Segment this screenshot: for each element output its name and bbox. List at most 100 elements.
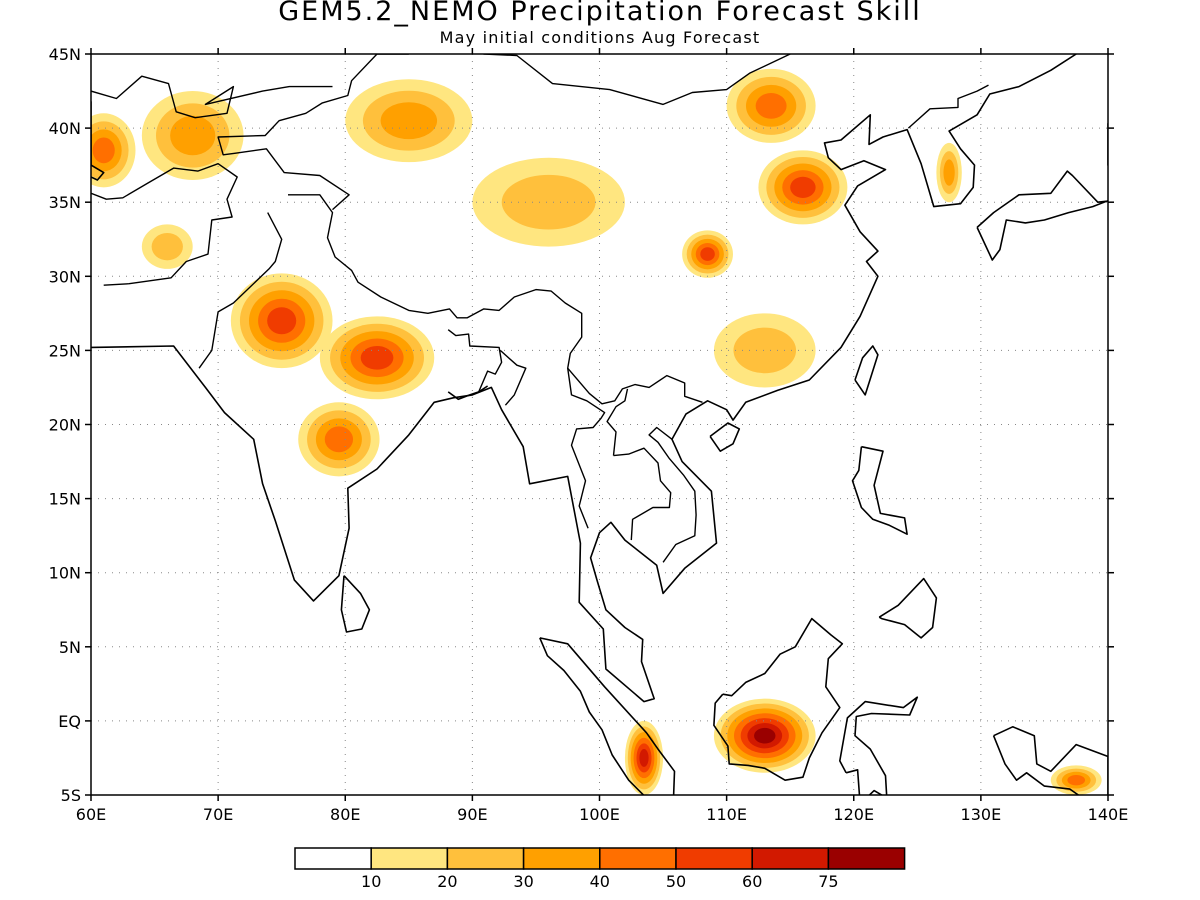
colorbar-swatch xyxy=(827,847,906,870)
lat-tick-label: 35N xyxy=(49,193,81,212)
skill-level-40 xyxy=(324,426,354,453)
country-border xyxy=(648,426,697,563)
coastline-japan-kyushu-honshu xyxy=(976,122,1108,261)
skill-level-50 xyxy=(267,307,297,335)
colorbar-label: 30 xyxy=(513,872,533,891)
skill-region-caspian xyxy=(91,113,136,188)
country-border xyxy=(907,84,989,129)
colorbar-label: 20 xyxy=(437,872,457,891)
skill-region-mongolia xyxy=(726,68,816,143)
colorbar-swatch xyxy=(751,847,830,870)
coastline-hainan xyxy=(709,422,741,453)
lat-tick-label: 10N xyxy=(49,564,81,583)
country-border xyxy=(447,329,503,393)
coastline-taiwan xyxy=(854,345,879,396)
country-border xyxy=(91,162,238,286)
colorbar-label: 50 xyxy=(666,872,686,891)
lat-tick-label: 25N xyxy=(49,341,81,360)
skill-region-korea xyxy=(936,142,962,203)
coastline-sri-lanka xyxy=(340,575,371,633)
skill-level-40 xyxy=(1067,775,1086,786)
colorbar-swatch xyxy=(370,847,449,870)
skill-level-50 xyxy=(360,345,394,370)
country-border xyxy=(217,54,409,211)
colorbar-swatch xyxy=(599,847,677,870)
lat-tick-label: 45N xyxy=(49,45,81,64)
skill-level-75 xyxy=(754,727,776,744)
lat-tick-label: 15N xyxy=(49,490,81,509)
lat-tick-label: 40N xyxy=(49,119,81,138)
coastline-india-coast xyxy=(91,54,1077,703)
skill-level-50 xyxy=(700,247,715,261)
lat-tick-label: EQ xyxy=(58,712,81,731)
skill-region-gangetic-plain xyxy=(319,316,435,400)
skill-level-30 xyxy=(380,102,438,140)
skill-level-20 xyxy=(151,232,183,261)
country-border xyxy=(288,194,703,405)
colorbar-label: 10 xyxy=(361,872,381,891)
lon-tick-label: 110E xyxy=(706,805,747,824)
coastline-bay-of-bengal-mouth xyxy=(447,385,489,401)
skill-level-40 xyxy=(755,92,787,119)
skill-level-50 xyxy=(790,176,816,198)
skill-region-deccan xyxy=(298,402,380,477)
lat-tick-label: 5N xyxy=(59,638,81,657)
colorbar-label: 60 xyxy=(742,872,762,891)
map-title: GEM5.2_NEMO Precipitation Forecast Skill xyxy=(278,0,922,27)
coastline-new-guinea xyxy=(992,725,1108,795)
skill-level-30 xyxy=(170,115,216,156)
skill-region-sumatra-south xyxy=(624,720,664,795)
skill-region-borneo xyxy=(713,698,816,773)
skill-region-sichuan xyxy=(682,230,733,278)
country-border xyxy=(567,368,606,529)
skill-level-40 xyxy=(92,137,115,164)
colorbar-swatch xyxy=(522,847,601,870)
lon-tick-label: 130E xyxy=(961,805,1002,824)
skill-region-central-china xyxy=(758,150,848,225)
country-border xyxy=(606,388,629,456)
coastline-sulawesi xyxy=(838,696,919,795)
country-border xyxy=(613,447,672,541)
gridlines xyxy=(91,54,1108,795)
lon-tick-label: 140E xyxy=(1088,805,1129,824)
colorbar: 10 20 30 40 50 60 75 xyxy=(294,847,906,891)
country-border xyxy=(198,212,283,369)
skill-level-30 xyxy=(943,159,955,186)
skill-region-new-guinea xyxy=(1050,765,1102,795)
lat-tick-label: 20N xyxy=(49,416,81,435)
skill-region-east-china-south xyxy=(713,313,816,388)
coastline-luzon xyxy=(851,445,908,536)
skill-level-20 xyxy=(501,174,596,230)
lon-tick-label: 60E xyxy=(76,805,106,824)
coastline-caspian-sea xyxy=(91,101,105,181)
skill-region-central-india xyxy=(230,273,333,369)
lon-tick-label: 80E xyxy=(330,805,360,824)
skill-region-central-asia xyxy=(141,91,244,180)
coastline-mindanao xyxy=(878,577,938,639)
skill-region-afghanistan xyxy=(141,224,193,269)
skill-level-60 xyxy=(639,748,649,767)
skill-region-tibet-plateau xyxy=(472,157,625,247)
lat-tick-label: 5S xyxy=(61,786,81,805)
lon-tick-label: 100E xyxy=(579,805,620,824)
colorbar-swatch xyxy=(446,847,525,870)
lon-tick-label: 120E xyxy=(833,805,874,824)
colorbar-label: 75 xyxy=(818,872,838,891)
coastlines xyxy=(91,54,1108,795)
country-border xyxy=(499,349,527,406)
skill-region-tibet-north xyxy=(345,79,473,163)
colorbar-label: 40 xyxy=(590,872,610,891)
country-border xyxy=(483,54,792,106)
colorbar-swatch xyxy=(675,847,753,870)
lon-tick-label: 70E xyxy=(203,805,233,824)
lon-tick-label: 90E xyxy=(457,805,487,824)
coastline-borneo xyxy=(713,617,844,782)
skill-level-20 xyxy=(733,327,797,374)
lat-tick-label: 30N xyxy=(49,267,81,286)
map-subtitle: May initial conditions Aug Forecast xyxy=(439,28,761,47)
colorbar-swatch xyxy=(294,847,372,870)
country-border xyxy=(91,75,333,119)
skill-contours xyxy=(91,68,1102,795)
